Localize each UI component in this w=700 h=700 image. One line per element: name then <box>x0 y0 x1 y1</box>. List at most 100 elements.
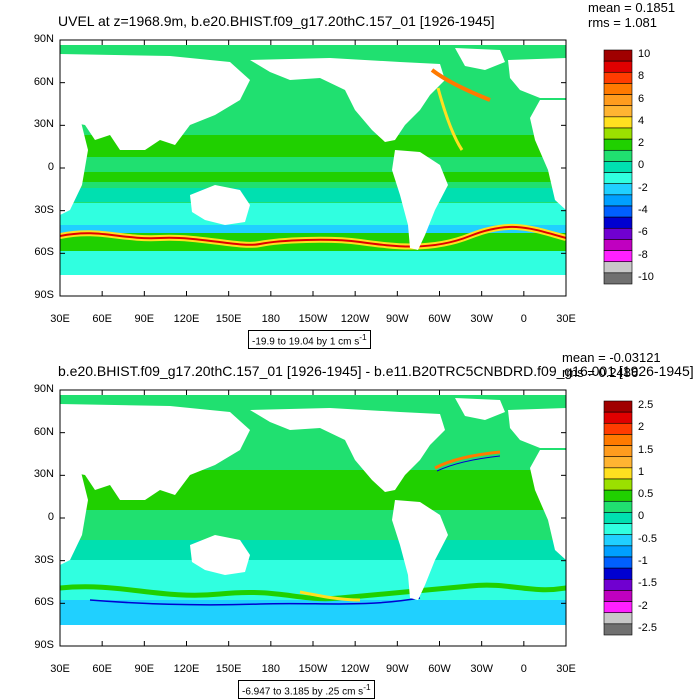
lat-label: 90N <box>33 33 54 45</box>
panel-2-range-label: -6.947 to 3.185 by .25 cm s-1 <box>238 680 375 700</box>
lat-label: 60N <box>33 75 54 88</box>
colorbar-label: 2 <box>638 137 645 150</box>
lon-label: 150W <box>298 313 328 325</box>
panel-1-rms: rms = 1.081 <box>588 15 658 30</box>
lon-label: 90E <box>134 663 155 675</box>
colorbar-swatch <box>603 205 633 218</box>
panel-2-mean: mean = -0.03121 <box>562 350 661 365</box>
colorbar-swatch <box>603 478 633 491</box>
colorbar-label: -10 <box>638 270 654 283</box>
lon-label: 150E <box>215 663 242 675</box>
colorbar-swatch <box>603 83 633 95</box>
panel-1-range-text: -19.9 to 19.04 by 1 cm s <box>252 336 360 348</box>
lon-label: 90W <box>386 663 409 675</box>
lon-label: 60W <box>428 313 451 325</box>
lon-label: 60E <box>92 313 112 325</box>
colorbar-swatch <box>603 216 633 229</box>
colorbar-swatch <box>603 400 633 413</box>
colorbar-label: 6 <box>638 92 645 105</box>
colorbar-label: 0 <box>638 159 645 172</box>
land-south-america <box>392 150 448 250</box>
colorbar-swatch <box>603 422 633 435</box>
lon-label: 150E <box>215 313 242 325</box>
panel-2-colorbar <box>603 400 633 636</box>
colorbar-swatch <box>603 512 633 524</box>
lat-label: 30S <box>34 203 54 216</box>
lon-label: 120E <box>173 663 200 675</box>
colorbar-swatch <box>603 556 633 569</box>
land-australia <box>190 185 250 225</box>
lon-label: 120W <box>340 313 370 325</box>
lon-label: 30W <box>470 663 493 675</box>
colorbar-label: -2 <box>638 181 648 194</box>
lon-label: 30E <box>556 663 576 675</box>
colorbar-label: -4 <box>638 204 648 216</box>
lon-label: 0 <box>520 663 527 675</box>
lat-label: 0 <box>47 161 54 173</box>
lat-label: 90S <box>34 639 54 651</box>
lon-label: 30E <box>556 313 576 325</box>
panel-2-rms: rms = 0.2486 <box>562 365 639 380</box>
colorbar-label: 8 <box>638 70 645 83</box>
lon-label: 150W <box>298 663 328 675</box>
colorbar-swatch <box>603 500 633 513</box>
colorbar-swatch <box>603 578 633 591</box>
lon-label: 60W <box>428 663 451 675</box>
lon-label: 120W <box>340 663 370 675</box>
land-europe <box>508 58 566 98</box>
colorbar-swatch <box>603 590 633 602</box>
colorbar-label: 4 <box>638 114 645 127</box>
land-africa <box>60 110 88 215</box>
colorbar-swatch <box>603 49 633 62</box>
colorbar-swatch <box>603 623 633 636</box>
colorbar-swatch <box>603 194 633 207</box>
colorbar-swatch <box>603 467 633 480</box>
lat-label: 90S <box>34 289 54 301</box>
land-greenland <box>455 48 505 70</box>
lon-label: 0 <box>520 313 527 325</box>
lat-label: 60S <box>34 596 54 609</box>
colorbar-label: -0.5 <box>638 532 657 545</box>
colorbar-swatch <box>603 71 633 84</box>
colorbar-label: 0 <box>638 510 645 523</box>
lon-label: 90W <box>386 313 409 325</box>
colorbar-swatch <box>603 601 633 614</box>
colorbar-label: 1.5 <box>638 443 654 456</box>
lon-label: 90E <box>134 313 155 325</box>
colorbar-swatch <box>603 489 633 502</box>
panel-1-mean: mean = 0.1851 <box>588 0 676 15</box>
land-antarctica <box>60 275 566 296</box>
colorbar-swatch <box>603 161 633 173</box>
colorbar-swatch <box>603 60 633 73</box>
lat-label: 60S <box>34 246 54 259</box>
panel-2-title: b.e20.BHIST.f09_g17.20thC.157_01 [1926-1… <box>58 363 694 379</box>
colorbar-swatch <box>603 445 633 458</box>
colorbar-swatch <box>603 172 633 185</box>
colorbar-swatch <box>603 127 633 140</box>
panel-2-range-text: -6.947 to 3.185 by .25 cm s <box>242 686 364 698</box>
land-eurasia <box>60 54 250 150</box>
lon-label: 180 <box>261 313 280 325</box>
colorbar-swatch <box>603 227 633 240</box>
colorbar-swatch <box>603 456 633 469</box>
land-north-america <box>250 58 445 142</box>
lat-label: 30N <box>33 118 54 131</box>
panel-1-colorbar <box>603 49 633 285</box>
colorbar-label: -8 <box>638 248 648 261</box>
lat-label: 90N <box>33 383 54 395</box>
colorbar-swatch <box>603 567 633 580</box>
colorbar-swatch <box>603 411 633 424</box>
colorbar-swatch <box>603 545 633 558</box>
colorbar-label: 2.5 <box>638 399 654 411</box>
lat-label: 30N <box>33 468 54 481</box>
colorbar-label: 1 <box>638 465 645 478</box>
colorbar-swatch <box>603 138 633 151</box>
panel-1-map <box>60 40 566 296</box>
colorbar-swatch <box>603 239 633 251</box>
colorbar-swatch <box>603 261 633 274</box>
panel-1-title: UVEL at z=1968.9m, b.e20.BHIST.f09_g17.2… <box>58 13 495 29</box>
colorbar-swatch <box>603 523 633 536</box>
panel-2-range-exp: -1 <box>363 682 371 692</box>
lon-label: 180 <box>261 663 280 675</box>
